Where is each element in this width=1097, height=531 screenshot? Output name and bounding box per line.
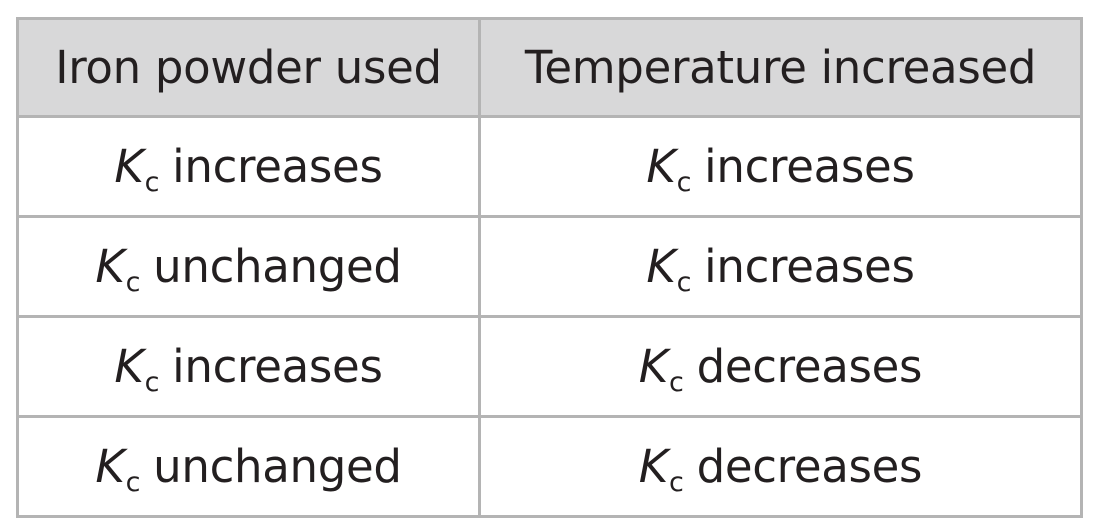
equilibrium-constant-symbol: K (638, 440, 669, 493)
cell-text: increases (704, 140, 915, 193)
data-table: Iron powder used Temperature increased K… (16, 17, 1083, 518)
table-cell: Kc increases (16, 315, 481, 418)
equilibrium-constant-symbol: K (638, 340, 669, 393)
equilibrium-constant-subscript: c (125, 267, 141, 298)
cell-text: decreases (696, 340, 923, 393)
equilibrium-constant-symbol: K (646, 140, 676, 193)
equilibrium-constant-subscript: c (144, 367, 160, 398)
equilibrium-constant-subscript: c (676, 167, 692, 198)
table-cell: Kc increases (16, 115, 481, 218)
cell-text: decreases (696, 440, 923, 493)
table-cell: Kc unchanged (16, 415, 481, 518)
cell-text: increases (172, 340, 383, 393)
equilibrium-constant-subscript: c (669, 467, 684, 498)
header-row: Iron powder used Temperature increased (16, 17, 1083, 118)
table-cell: Kc decreases (478, 315, 1083, 418)
table-row: Kc increases Kc increases (16, 115, 1083, 218)
equilibrium-constant-symbol: K (646, 240, 676, 293)
table-cell: Kc unchanged (16, 215, 481, 318)
equilibrium-constant-symbol: K (95, 240, 125, 293)
equilibrium-constant-subscript: c (144, 167, 160, 198)
column-header-temperature: Temperature increased (478, 17, 1083, 118)
table-cell: Kc increases (478, 215, 1083, 318)
table-row: Kc increases Kc decreases (16, 315, 1083, 418)
column-header-iron-powder: Iron powder used (16, 17, 481, 118)
table-container: Iron powder used Temperature increased K… (16, 17, 1083, 518)
cell-text: unchanged (153, 440, 402, 493)
equilibrium-constant-symbol: K (114, 340, 144, 393)
table-cell: Kc decreases (478, 415, 1083, 518)
equilibrium-constant-subscript: c (676, 267, 692, 298)
cell-text: unchanged (153, 240, 402, 293)
cell-text: increases (172, 140, 383, 193)
table-row: Kc unchanged Kc decreases (16, 415, 1083, 518)
equilibrium-constant-symbol: K (114, 140, 144, 193)
table-cell: Kc increases (478, 115, 1083, 218)
equilibrium-constant-subscript: c (125, 467, 141, 498)
table-row: Kc unchanged Kc increases (16, 215, 1083, 318)
cell-text: increases (704, 240, 915, 293)
equilibrium-constant-subscript: c (669, 367, 684, 398)
equilibrium-constant-symbol: K (95, 440, 125, 493)
